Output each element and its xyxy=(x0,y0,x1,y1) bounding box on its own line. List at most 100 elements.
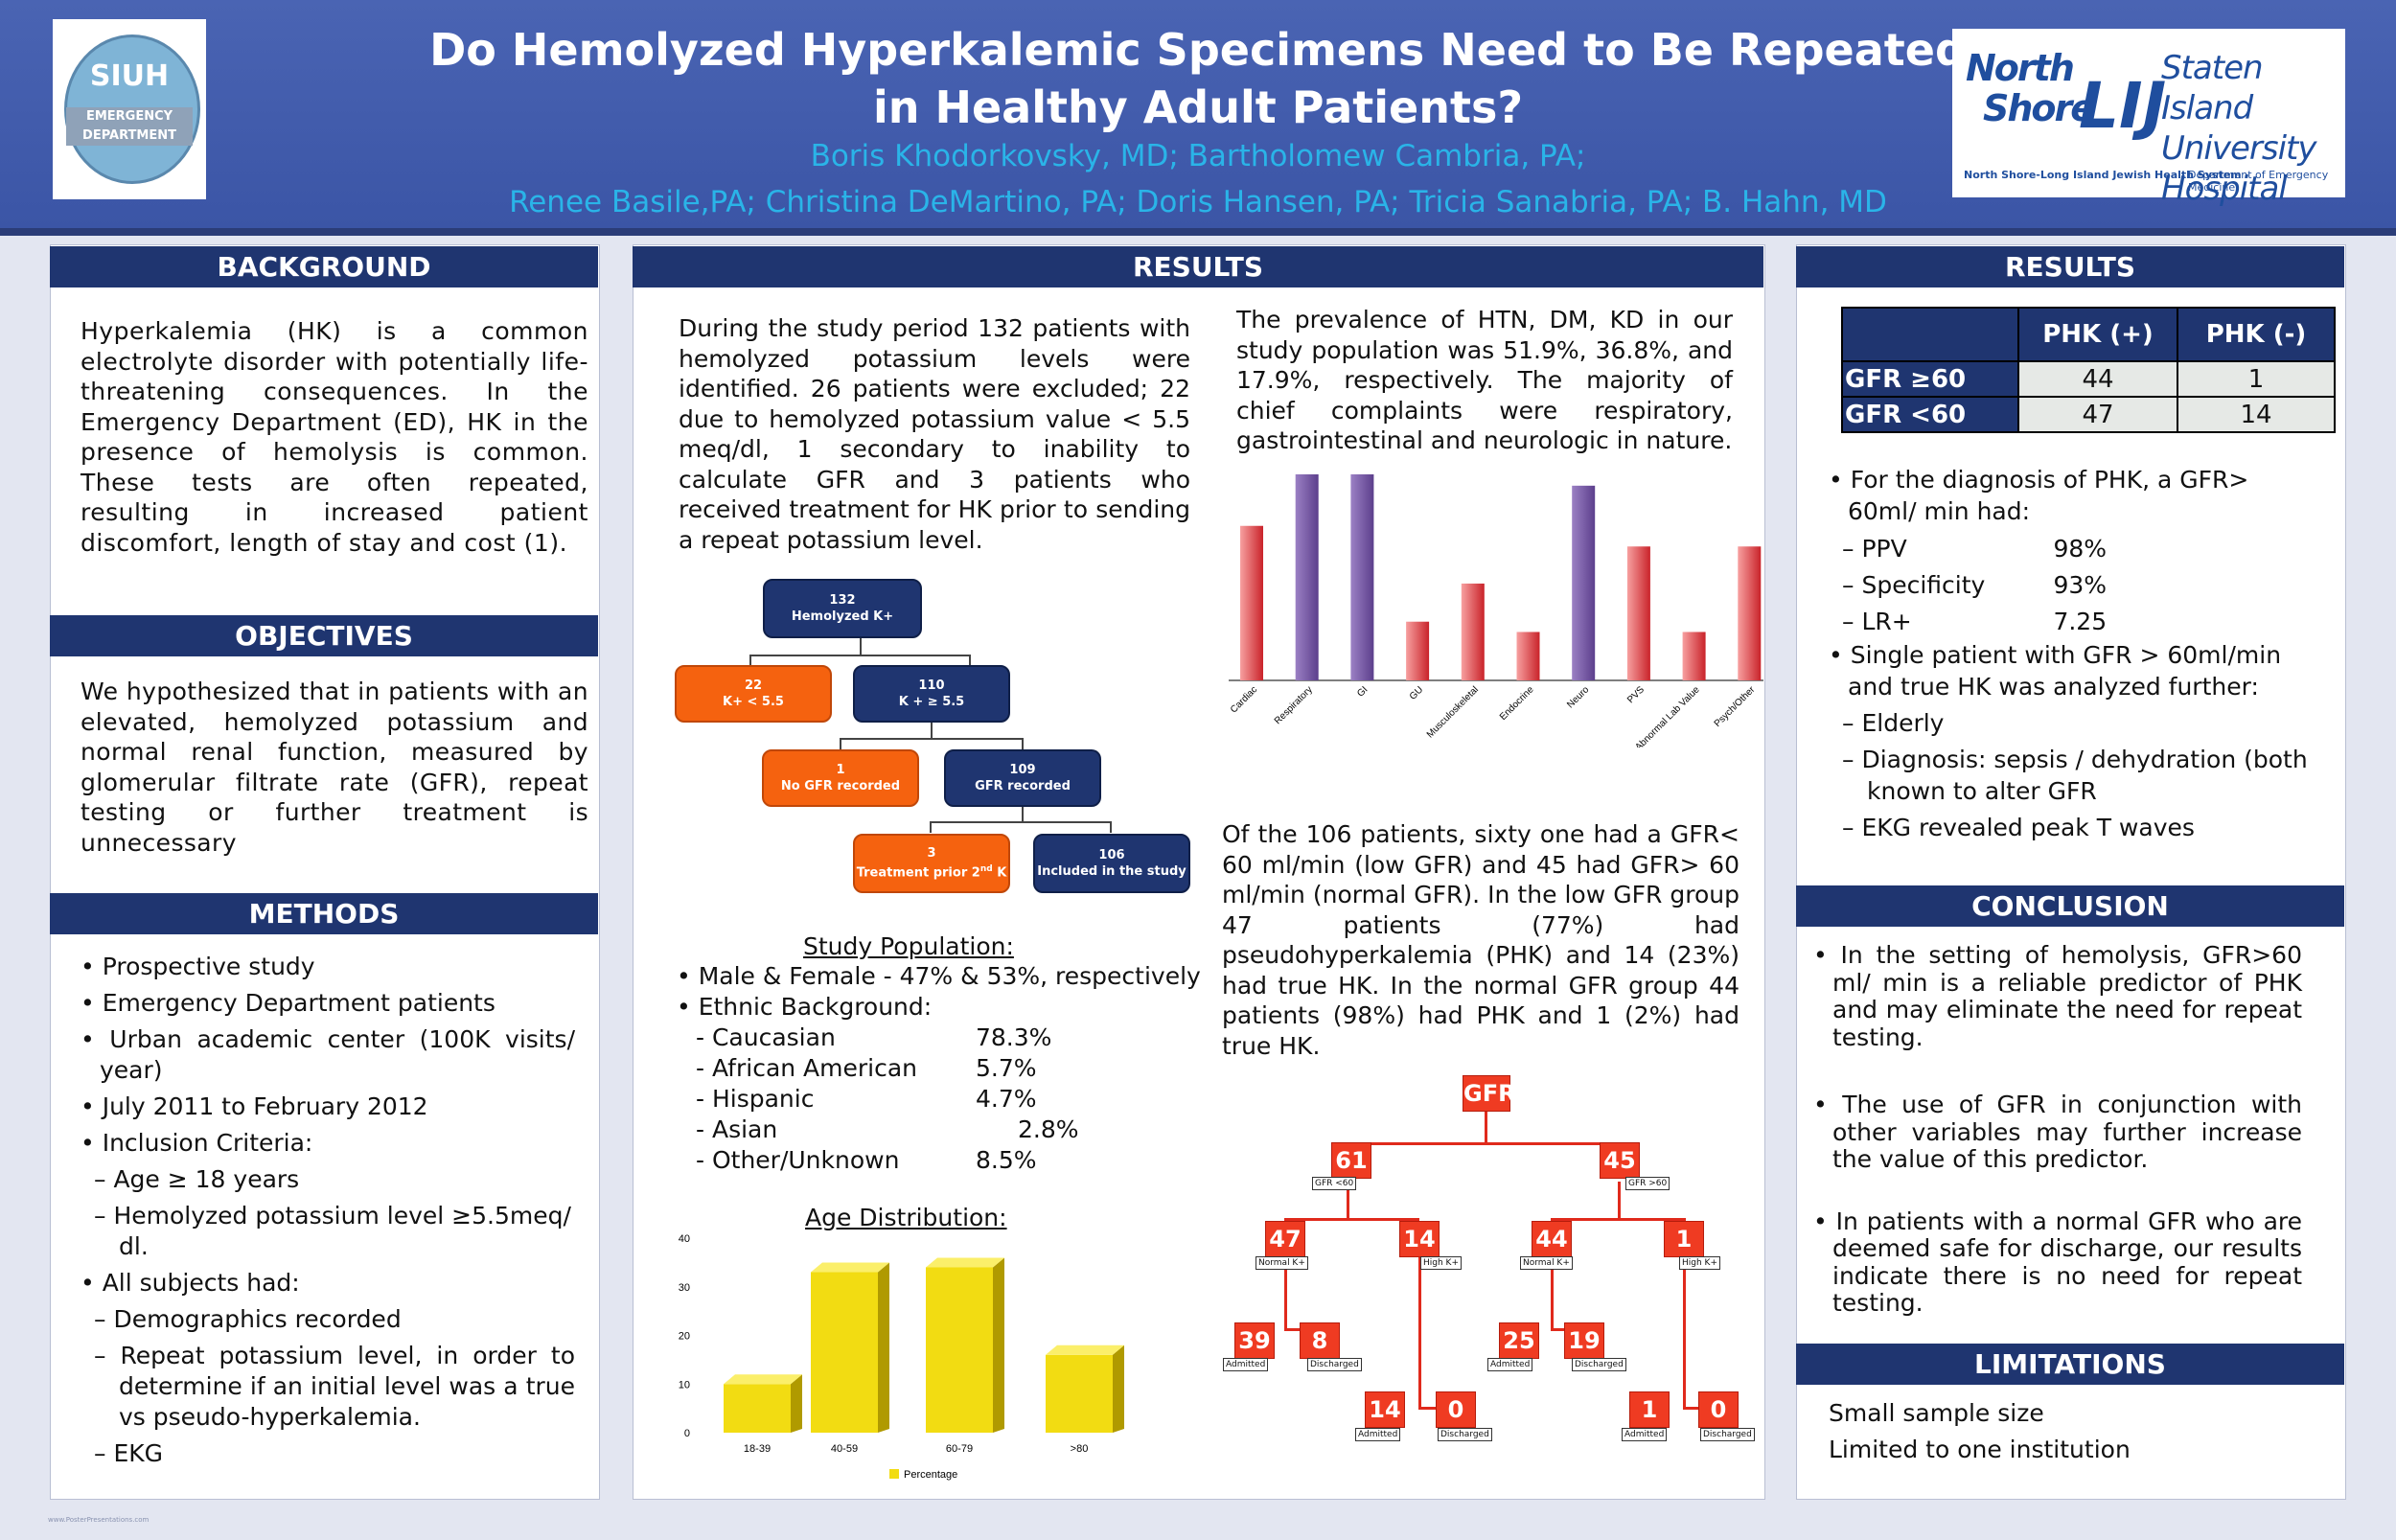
bar-side-face xyxy=(791,1374,802,1433)
table-cell: 1 xyxy=(2177,360,2336,398)
logo-system-name: North Shore-Long Island Jewish Health Sy… xyxy=(1964,169,2242,181)
lr-value: 7.25 xyxy=(2053,608,2108,635)
methods-subitem: – EKG xyxy=(94,1439,164,1467)
table-header-cell: PHK (-) xyxy=(2177,307,2336,362)
tree-node-label: Admitted xyxy=(1355,1428,1401,1441)
tree-node: 14 xyxy=(1399,1221,1440,1257)
methods-subitem-text: Age ≥ 18 years xyxy=(113,1165,300,1193)
tree-node-label: Discharged xyxy=(1572,1358,1626,1371)
flow-node-count: 110 xyxy=(918,678,945,693)
chart-bar xyxy=(1626,546,1650,680)
prevalence-text: The prevalence of HTN, DM, KD in our stu… xyxy=(1236,306,1733,454)
ethnic-row-label: - Other/Unknown xyxy=(696,1146,900,1174)
gfr-results-text: Of the 106 patients, sixty one had a GFR… xyxy=(1222,820,1739,1060)
methods-item: • Urban academic center (100K visits/ ye… xyxy=(81,1025,575,1084)
results-subitem: – LR+ 7.25 xyxy=(1842,608,2108,635)
tree-connector xyxy=(1418,1407,1449,1410)
chart-tick-label: Endocrine xyxy=(1498,684,1536,723)
tree-node: 25 xyxy=(1499,1322,1539,1359)
flow-node-count: 106 xyxy=(1098,848,1125,862)
bar-front-face xyxy=(1046,1354,1113,1433)
table-cell: 14 xyxy=(2177,396,2336,433)
flow-node-label: Treatment prior 2nd K xyxy=(857,862,1007,881)
specificity-label: Specificity xyxy=(1861,571,1986,599)
northshore-lij-logo: North Shore LIJ Staten Island University… xyxy=(1952,29,2345,208)
gfr-phk-table: PHK (+) PHK (-) GFR ≥60 44 1 GFR <60 47 … xyxy=(1841,307,2336,433)
lr-label: LR+ xyxy=(1861,608,1912,635)
chart-tick-label: 18-39 xyxy=(744,1443,771,1455)
flow-connector xyxy=(931,721,933,738)
flow-connector xyxy=(860,637,862,655)
ethnic-row-value: 8.5% xyxy=(976,1146,1037,1174)
authors-line-1: Boris Khodorkovsky, MD; Bartholomew Camb… xyxy=(810,139,1586,173)
ethnic-row-label: - Caucasian xyxy=(696,1023,836,1051)
methods-item-text: July 2011 to February 2012 xyxy=(102,1092,428,1120)
population-sex: • Male & Female - 47% & 53%, respectivel… xyxy=(677,962,1201,990)
methods-heading: METHODS xyxy=(50,893,598,934)
tree-node: 14 xyxy=(1365,1391,1405,1428)
tree-node-label: Discharged xyxy=(1307,1358,1362,1371)
conclusion-item: • The use of GFR in conjunction with oth… xyxy=(1813,1091,2302,1173)
flow-node-label: Hemolyzed K+ xyxy=(791,609,894,624)
flow-connector xyxy=(749,655,751,666)
chart-bar xyxy=(1682,632,1706,680)
flow-node-label-part: Treatment prior 2 xyxy=(856,865,980,881)
results-subitem-text: Elderly xyxy=(1861,709,1945,737)
logo-shore: Shore xyxy=(1983,87,2095,129)
bar-front-face xyxy=(926,1267,993,1433)
conclusion-item-text: In patients with a normal GFR who are de… xyxy=(1832,1207,2302,1317)
title-line-2: in Healthy Adult Patients? xyxy=(872,81,1524,133)
flow-node-label: K + ≥ 5.5 xyxy=(898,695,965,709)
flow-node-count: 3 xyxy=(927,846,936,862)
logo-hospital-name: Staten Island University Hospital xyxy=(2161,48,2345,209)
table-header-row: PHK (+) PHK (-) xyxy=(1841,307,2336,362)
tree-node: 1 xyxy=(1629,1391,1670,1428)
chart-bar xyxy=(926,1257,1004,1433)
table-row: GFR ≥60 44 1 xyxy=(1841,360,2336,398)
legend-swatch xyxy=(889,1469,899,1479)
chart-bar xyxy=(811,1262,889,1433)
chart-bar xyxy=(1572,485,1596,680)
chart-tick-label: Respiratory xyxy=(1273,684,1315,726)
ppv-label: PPV xyxy=(1861,535,1907,563)
methods-subitem: – Hemolyzed potassium level ≥5.5meq/ dl. xyxy=(94,1202,571,1260)
logo-hospital-line1: Staten Island xyxy=(2161,49,2264,127)
bar-side-face xyxy=(993,1257,1004,1433)
population-ethnic-text: Ethnic Background: xyxy=(698,993,933,1021)
specificity-value: 93% xyxy=(2053,571,2108,599)
bar-front-face xyxy=(811,1272,878,1433)
tree-node-label: Normal K+ xyxy=(1256,1256,1308,1270)
poster-title: Do Hemolyzed Hyperkalemic Specimens Need… xyxy=(383,21,2013,136)
left-column-panel xyxy=(50,244,600,1500)
tree-connector xyxy=(1418,1255,1421,1409)
flow-connector xyxy=(840,738,841,749)
methods-item-text: Urban academic center (100K visits/ year… xyxy=(100,1025,575,1084)
title-line-1: Do Hemolyzed Hyperkalemic Specimens Need… xyxy=(429,24,1967,76)
results-subitem-text: EKG revealed peak T waves xyxy=(1861,814,2195,841)
flow-node-label: Included in the study xyxy=(1037,864,1186,879)
table-row: GFR <60 47 14 xyxy=(1841,396,2336,433)
logo-siuh-text: SIUH xyxy=(89,59,170,93)
chief-complaint-chart: Cardiac Respiratory GI GU Musculoskeletal End… xyxy=(1229,474,1763,747)
tree-node-label: GFR <60 xyxy=(1312,1177,1357,1190)
flow-connector xyxy=(930,821,1112,823)
results-intro-text: During the study period 132 patients wit… xyxy=(679,314,1190,554)
methods-subitem-text: Demographics recorded xyxy=(113,1305,402,1333)
tree-node: 45 xyxy=(1600,1142,1640,1179)
table-cell: 44 xyxy=(2017,360,2178,398)
ethnic-row-value: 2.8% xyxy=(1018,1115,1079,1143)
tree-node-label: Discharged xyxy=(1700,1428,1755,1441)
flow-node-label: K+ < 5.5 xyxy=(723,695,784,709)
tree-connector xyxy=(1347,1142,1620,1145)
ethnic-row-value: 4.7% xyxy=(976,1085,1037,1113)
bar-side-face xyxy=(878,1262,889,1433)
methods-item-text: Inclusion Criteria: xyxy=(102,1129,313,1157)
study-population-title: Study Population: xyxy=(803,932,1014,960)
chart-tick-label: 40-59 xyxy=(831,1443,858,1455)
flow-connector xyxy=(1110,821,1112,833)
methods-subitem-text: EKG xyxy=(113,1439,164,1467)
chart-tick-label: Cardiac xyxy=(1229,684,1259,715)
flow-node-label-part: K xyxy=(992,865,1007,881)
tree-connector xyxy=(1551,1255,1554,1330)
tree-connector xyxy=(1485,1110,1487,1144)
